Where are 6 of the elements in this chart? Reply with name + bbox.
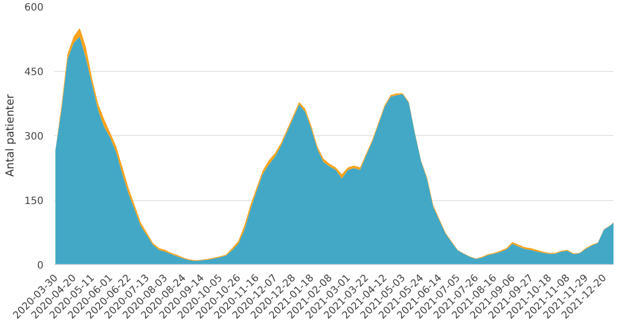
y-tick-label: 300 [24,132,44,142]
y-tick-label: 600 [24,2,44,14]
y-tick-label: 450 [24,67,44,78]
y-tick-label: 150 [24,196,44,207]
y-tick-label: 0 [37,260,44,272]
y-axis-title: Antal patienter [3,94,16,177]
